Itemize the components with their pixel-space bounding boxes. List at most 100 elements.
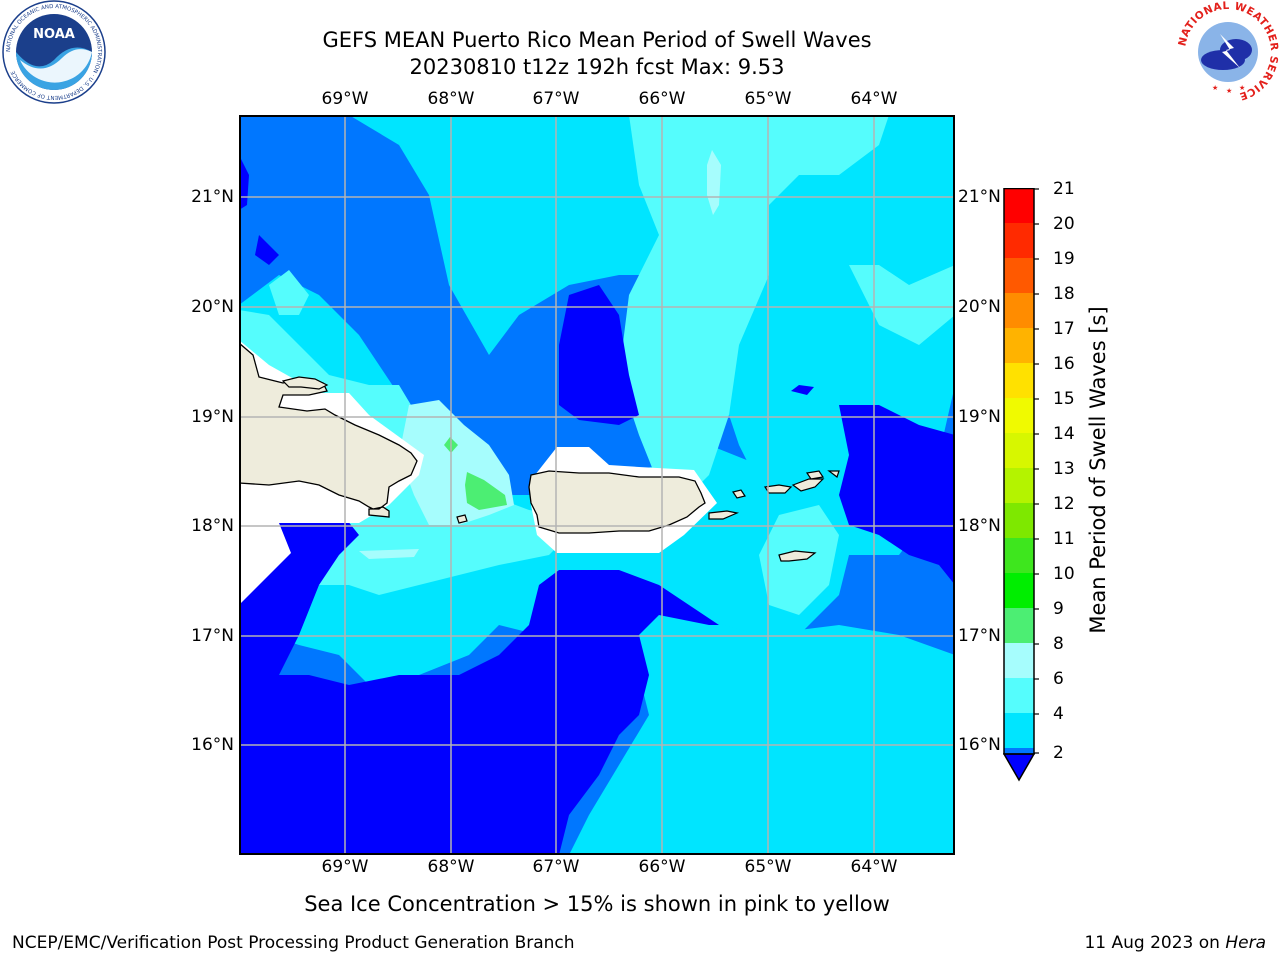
chart-title: GEFS MEAN Puerto Rico Mean Period of Swe… xyxy=(322,28,872,52)
lat-label-right: 17°N xyxy=(958,626,1001,646)
colorbar-tick-label: 14 xyxy=(1053,424,1075,444)
colorbar-label: Mean Period of Swell Waves [s] xyxy=(1086,306,1110,634)
colorbar-tick-label: 15 xyxy=(1053,389,1075,409)
swatch-8-9 xyxy=(1004,608,1034,643)
lon-label-top: 69°W xyxy=(321,89,369,109)
lon-label-bottom: 68°W xyxy=(427,857,475,877)
lat-label-left: 21°N xyxy=(191,187,234,207)
colorbar-tick-label: 11 xyxy=(1053,529,1075,549)
swatch-19-20 xyxy=(1004,223,1034,258)
swatch-11-12 xyxy=(1004,503,1034,538)
virgin-islands xyxy=(827,470,840,478)
lon-label-bottom: 66°W xyxy=(638,857,686,877)
map-border xyxy=(239,115,955,855)
colorbar-extend-arrow xyxy=(1002,753,1036,782)
contour-8-9 xyxy=(707,150,721,215)
lon-label-top: 64°W xyxy=(850,89,898,109)
lon-label-top: 66°W xyxy=(638,89,686,109)
graticule xyxy=(239,115,955,855)
host-name: Hera xyxy=(1225,933,1266,953)
virgin-islands xyxy=(791,478,825,492)
puerto-rico-land xyxy=(528,470,706,534)
colorbar-tick-label: 18 xyxy=(1053,284,1075,304)
swatch-2 xyxy=(1004,748,1034,754)
colorbar-tick-label: 13 xyxy=(1053,459,1075,479)
lat-label-left: 18°N xyxy=(191,516,234,536)
lon-label-top: 67°W xyxy=(532,89,580,109)
colorbar-tick-label: 6 xyxy=(1053,669,1064,689)
swatch-9-10 xyxy=(1004,573,1034,608)
contour-8-9 xyxy=(359,549,419,559)
lat-label-right: 16°N xyxy=(958,735,1001,755)
colorbar xyxy=(1002,187,1039,786)
st-croix-island xyxy=(778,550,817,562)
swatch-15-16 xyxy=(1004,363,1034,398)
lon-label-top: 68°W xyxy=(427,89,475,109)
swatch-17-18 xyxy=(1004,293,1034,328)
producer-credit: NCEP/EMC/Verification Post Processing Pr… xyxy=(12,933,575,953)
swatch-16-17 xyxy=(1004,328,1034,363)
colorbar-border xyxy=(1003,187,1035,755)
colorbar-tick-label: 17 xyxy=(1053,319,1075,339)
sea-ice-note: Sea Ice Concentration > 15% is shown in … xyxy=(304,892,890,916)
colorbar-tick-label: 4 xyxy=(1053,704,1064,724)
contour-4-6 xyxy=(349,115,955,555)
lon-label-bottom: 65°W xyxy=(744,857,792,877)
swell-period-map xyxy=(238,115,955,855)
svg-text:NOAA: NOAA xyxy=(33,27,75,42)
colorbar-tick-label: 21 xyxy=(1053,179,1075,199)
svg-text:★: ★ xyxy=(1212,84,1218,92)
noaa-logo: NATIONAL OCEANIC AND ATMOSPHERIC ADMINIS… xyxy=(2,0,106,108)
colorbar-swatches xyxy=(1002,187,1039,782)
lat-label-right: 19°N xyxy=(958,407,1001,427)
island-outline xyxy=(456,514,468,524)
svg-text:★: ★ xyxy=(1239,84,1245,92)
lon-label-bottom: 67°W xyxy=(532,857,580,877)
colorbar-tick-label: 9 xyxy=(1053,599,1064,619)
swatch-10-11 xyxy=(1004,538,1034,573)
lat-label-left: 20°N xyxy=(191,297,234,317)
swatch-18-19 xyxy=(1004,258,1034,293)
contour-below-2 xyxy=(791,385,814,395)
virgin-islands xyxy=(805,470,825,480)
lat-label-left: 19°N xyxy=(191,407,234,427)
colorbar-ticks xyxy=(1034,188,1039,754)
contour-6-8 xyxy=(269,270,309,315)
swatch-2-4 xyxy=(1004,713,1034,748)
swatch-13-14 xyxy=(1004,433,1034,468)
chart-subtitle: 20230810 t12z 192h fcst Max: 9.53 xyxy=(409,55,785,79)
hispaniola-land xyxy=(238,341,418,518)
colorbar-tick-label: 8 xyxy=(1053,634,1064,654)
lat-label-right: 21°N xyxy=(958,187,1001,207)
map-panel xyxy=(238,115,955,859)
land-mask xyxy=(239,523,291,605)
virgin-islands xyxy=(708,510,740,520)
swatch-4-6 xyxy=(1004,678,1034,713)
colorbar-tick-label: 19 xyxy=(1053,249,1075,269)
lat-label-left: 16°N xyxy=(191,735,234,755)
contour-below-2 xyxy=(379,815,404,845)
run-date: 11 Aug 2023 on xyxy=(1084,933,1226,953)
colorbar-tick-label: 16 xyxy=(1053,354,1075,374)
colorbar-tick-label: 10 xyxy=(1053,564,1075,584)
lon-label-top: 65°W xyxy=(744,89,792,109)
contour-4-6 xyxy=(569,615,955,855)
run-date-credit: 11 Aug 2023 on Hera xyxy=(1084,932,1266,954)
nws-logo: NATIONAL WEATHER SERVICE ★ ★ ★ xyxy=(1176,0,1280,108)
contour-below-2 xyxy=(255,235,279,265)
island-outline xyxy=(281,376,329,390)
contour-9-10 xyxy=(465,472,507,510)
swatch-12-13 xyxy=(1004,468,1034,503)
svg-text:★: ★ xyxy=(1226,87,1232,95)
virgin-islands xyxy=(732,489,746,499)
lon-label-bottom: 64°W xyxy=(850,857,898,877)
swatch-20-21 xyxy=(1004,188,1034,223)
lat-label-right: 20°N xyxy=(958,297,1001,317)
colorbar-tick-label: 2 xyxy=(1053,743,1064,763)
lat-label-right: 18°N xyxy=(958,516,1001,536)
colorbar-tick-label: 20 xyxy=(1053,214,1075,234)
swatch-14-15 xyxy=(1004,398,1034,433)
lon-label-bottom: 69°W xyxy=(321,857,369,877)
contour-below-2 xyxy=(239,505,729,855)
contour-below-2 xyxy=(839,405,955,585)
